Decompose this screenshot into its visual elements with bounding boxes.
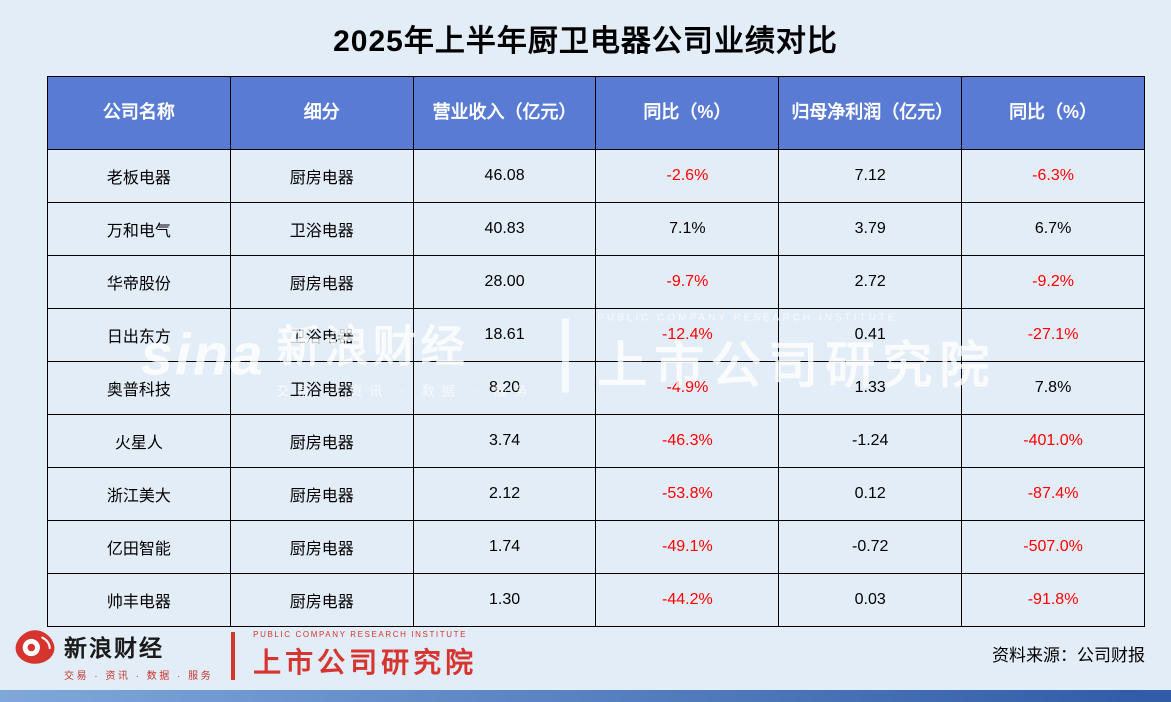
cell-revenue-yoy: -12.4%	[595, 308, 780, 362]
cell-profit-yoy: 7.8%	[961, 361, 1145, 415]
data-source-value: 公司财报	[1077, 646, 1145, 665]
cell-revenue-yoy: -9.7%	[595, 255, 780, 309]
institute-name-cn: 上市公司研究院	[253, 647, 478, 678]
col-net-profit: 归母净利润（亿元）	[778, 76, 963, 150]
cell-revenue-yoy: 7.1%	[595, 202, 780, 256]
col-revenue-yoy: 同比（%）	[595, 76, 780, 150]
cell-company: 帅丰电器	[47, 573, 231, 627]
cell-segment: 厨房电器	[229, 414, 414, 468]
table-row: 华帝股份 厨房电器 28.00 -9.7% 2.72 -9.2%	[47, 255, 1145, 309]
cell-net-profit: 0.41	[778, 308, 963, 362]
institute-name-en: PUBLIC COMPANY RESEARCH INSTITUTE	[253, 630, 468, 639]
cell-net-profit: 0.12	[778, 467, 963, 521]
cell-revenue-yoy: -53.8%	[595, 467, 780, 521]
cell-revenue: 28.00	[412, 255, 597, 309]
cell-net-profit: 3.79	[778, 202, 963, 256]
cell-revenue: 1.30	[412, 573, 597, 627]
cell-revenue-yoy: -49.1%	[595, 520, 780, 574]
cell-revenue-yoy: -44.2%	[595, 573, 780, 627]
cell-segment: 厨房电器	[229, 255, 414, 309]
cell-revenue: 18.61	[412, 308, 597, 362]
table-row: 老板电器 厨房电器 46.08 -2.6% 7.12 -6.3%	[47, 149, 1145, 203]
performance-table: 公司名称 细分 营业收入（亿元） 同比（%） 归母净利润（亿元） 同比（%） 老…	[47, 76, 1145, 627]
table-row: 帅丰电器 厨房电器 1.30 -44.2% 0.03 -91.8%	[47, 573, 1145, 627]
cell-segment: 卫浴电器	[229, 308, 414, 362]
cell-company: 奥普科技	[47, 361, 231, 415]
table-header-row: 公司名称 细分 营业收入（亿元） 同比（%） 归母净利润（亿元） 同比（%）	[47, 76, 1145, 150]
col-profit-yoy: 同比（%）	[961, 76, 1145, 150]
table-row: 日出东方 卫浴电器 18.61 -12.4% 0.41 -27.1%	[47, 308, 1145, 362]
sina-brand-name: 新浪财经	[64, 635, 164, 661]
cell-revenue-yoy: -46.3%	[595, 414, 780, 468]
data-source: 资料来源：公司财报	[992, 641, 1145, 666]
cell-net-profit: -0.72	[778, 520, 963, 574]
cell-revenue: 8.20	[412, 361, 597, 415]
table-row: 浙江美大 厨房电器 2.12 -53.8% 0.12 -87.4%	[47, 467, 1145, 521]
cell-net-profit: 1.33	[778, 361, 963, 415]
table-row: 火星人 厨房电器 3.74 -46.3% -1.24 -401.0%	[47, 414, 1145, 468]
col-revenue: 营业收入（亿元）	[412, 76, 597, 150]
cell-revenue: 1.74	[412, 520, 597, 574]
data-source-label: 资料来源：	[992, 646, 1077, 665]
cell-segment: 厨房电器	[229, 520, 414, 574]
cell-profit-yoy: -6.3%	[961, 149, 1145, 203]
cell-company: 亿田智能	[47, 520, 231, 574]
table-row: 亿田智能 厨房电器 1.74 -49.1% -0.72 -507.0%	[47, 520, 1145, 574]
cell-profit-yoy: -27.1%	[961, 308, 1145, 362]
cell-revenue-yoy: -2.6%	[595, 149, 780, 203]
cell-profit-yoy: 6.7%	[961, 202, 1145, 256]
table-header: 公司名称 细分 营业收入（亿元） 同比（%） 归母净利润（亿元） 同比（%）	[47, 76, 1145, 150]
sina-eye-logo-icon	[15, 630, 55, 664]
cell-net-profit: -1.24	[778, 414, 963, 468]
cell-revenue: 46.08	[412, 149, 597, 203]
cell-profit-yoy: -401.0%	[961, 414, 1145, 468]
cell-segment: 厨房电器	[229, 149, 414, 203]
col-company: 公司名称	[47, 76, 231, 150]
table-row: 奥普科技 卫浴电器 8.20 -4.9% 1.33 7.8%	[47, 361, 1145, 415]
cell-company: 万和电气	[47, 202, 231, 256]
cell-profit-yoy: -87.4%	[961, 467, 1145, 521]
footer-brand-area: 新浪财经 交易 · 资讯 · 数据 · 服务 PUBLIC COMPANY RE…	[14, 629, 477, 682]
table-body: 老板电器 厨房电器 46.08 -2.6% 7.12 -6.3% 万和电气 卫浴…	[47, 149, 1145, 627]
cell-segment: 厨房电器	[229, 467, 414, 521]
cell-revenue: 3.74	[412, 414, 597, 468]
cell-profit-yoy: -9.2%	[961, 255, 1145, 309]
cell-segment: 厨房电器	[229, 573, 414, 627]
sina-brand-block: 新浪财经 交易 · 资讯 · 数据 · 服务	[14, 629, 213, 682]
cell-revenue: 40.83	[412, 202, 597, 256]
institute-brand-block: PUBLIC COMPANY RESEARCH INSTITUTE 上市公司研究…	[253, 630, 477, 681]
cell-company: 老板电器	[47, 149, 231, 203]
footer-divider	[231, 631, 236, 680]
cell-segment: 卫浴电器	[229, 361, 414, 415]
cell-revenue-yoy: -4.9%	[595, 361, 780, 415]
cell-company: 日出东方	[47, 308, 231, 362]
cell-company: 华帝股份	[47, 255, 231, 309]
table-row: 万和电气 卫浴电器 40.83 7.1% 3.79 6.7%	[47, 202, 1145, 256]
cell-company: 浙江美大	[47, 467, 231, 521]
cell-net-profit: 0.03	[778, 573, 963, 627]
bottom-accent-bar	[0, 690, 1171, 702]
cell-net-profit: 7.12	[778, 149, 963, 203]
cell-revenue: 2.12	[412, 467, 597, 521]
sina-brand-tagline: 交易 · 资讯 · 数据 · 服务	[64, 671, 214, 682]
cell-company: 火星人	[47, 414, 231, 468]
col-segment: 细分	[229, 76, 414, 150]
cell-segment: 卫浴电器	[229, 202, 414, 256]
page-title: 2025年上半年厨卫电器公司业绩对比	[333, 25, 838, 58]
cell-net-profit: 2.72	[778, 255, 963, 309]
cell-profit-yoy: -507.0%	[961, 520, 1145, 574]
cell-profit-yoy: -91.8%	[961, 573, 1145, 627]
